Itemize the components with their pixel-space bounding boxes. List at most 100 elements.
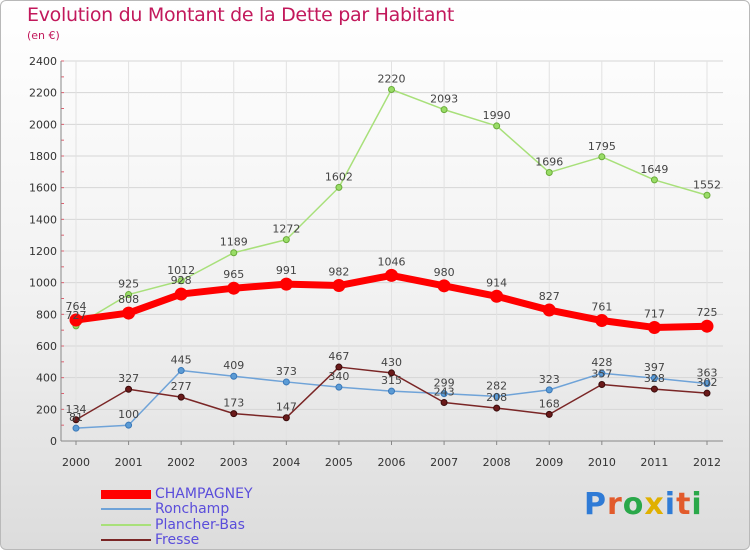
data-point: [125, 385, 133, 393]
x-tick-label: 2011: [640, 456, 668, 469]
data-label: 1990: [483, 109, 511, 122]
data-point: [598, 369, 606, 377]
y-tick-label: 1200: [29, 245, 57, 258]
data-point: [69, 313, 83, 327]
data-label: 428: [591, 356, 612, 369]
logo-letter: x: [644, 487, 665, 522]
data-label: 1795: [588, 140, 616, 153]
data-point: [703, 380, 711, 388]
legend-label: Fresse: [155, 532, 200, 548]
logo-letter: P: [584, 487, 607, 522]
data-label: 725: [697, 306, 718, 319]
data-label: 1602: [325, 170, 353, 183]
data-point: [595, 314, 609, 328]
x-tick-label: 2012: [693, 456, 721, 469]
data-label: 1272: [272, 223, 300, 236]
x-tick-label: 2004: [272, 456, 300, 469]
data-point: [700, 319, 714, 333]
data-label: 1696: [535, 155, 563, 168]
data-point: [545, 386, 553, 394]
data-point: [542, 303, 556, 317]
x-tick-label: 2000: [62, 456, 90, 469]
data-label: 315: [381, 374, 402, 387]
y-tick-label: 1000: [29, 277, 57, 290]
data-point: [230, 249, 238, 257]
chart-subtitle: (en €): [27, 29, 60, 42]
data-label: 827: [539, 290, 560, 303]
data-point: [174, 287, 188, 301]
data-point: [703, 389, 711, 397]
data-point: [437, 279, 451, 293]
data-point: [440, 106, 448, 114]
y-tick-label: 1400: [29, 213, 57, 226]
x-tick-label: 2006: [378, 456, 406, 469]
data-point: [493, 392, 501, 400]
data-label: 363: [697, 367, 718, 380]
data-label: 925: [118, 278, 139, 291]
x-tick-label: 2007: [430, 456, 458, 469]
x-tick-label: 2001: [115, 456, 143, 469]
data-point: [279, 277, 293, 291]
data-label: 2093: [430, 93, 458, 106]
logo-letter: i: [664, 487, 677, 522]
data-label: 208: [486, 391, 507, 404]
data-label: 761: [591, 301, 612, 314]
data-label: 445: [171, 354, 192, 367]
data-label: 357: [591, 367, 612, 380]
data-point: [335, 383, 343, 391]
data-point: [282, 236, 290, 244]
data-point: [122, 306, 136, 320]
data-point: [598, 380, 606, 388]
data-point: [388, 86, 395, 93]
data-point: [545, 168, 553, 176]
x-tick-label: 2003: [220, 456, 248, 469]
data-point: [385, 268, 398, 282]
data-point: [650, 176, 658, 184]
data-label: 327: [118, 372, 139, 385]
data-point: [230, 410, 238, 418]
data-label: 168: [539, 397, 560, 410]
data-label: 277: [171, 380, 192, 393]
data-label: 282: [486, 379, 507, 392]
data-point: [545, 410, 553, 418]
data-label: 717: [644, 307, 665, 320]
logo-letter: o: [622, 487, 645, 522]
data-point: [493, 122, 501, 130]
data-label: 1552: [693, 178, 721, 191]
data-label: 430: [381, 356, 402, 369]
data-label: 173: [223, 397, 244, 410]
legend-swatch: [101, 539, 151, 541]
data-label: 727: [66, 309, 87, 322]
data-label: 1046: [378, 255, 406, 268]
y-tick-label: 2000: [29, 118, 57, 131]
data-label: 299: [434, 377, 455, 390]
legend-label: Plancher-Bas: [155, 517, 245, 533]
data-point: [598, 153, 606, 161]
proxiti-logo: Proxiti: [584, 487, 703, 522]
legend-swatch: [101, 508, 151, 510]
data-label: 1189: [220, 236, 248, 249]
data-label: 991: [276, 264, 297, 277]
data-point: [125, 421, 133, 429]
data-label: 928: [171, 274, 192, 287]
x-tick-label: 2005: [325, 456, 353, 469]
data-point: [388, 387, 395, 395]
legend-swatch: [101, 524, 151, 526]
data-label: 100: [118, 408, 139, 421]
y-tick-label: 2200: [29, 87, 57, 100]
data-point: [230, 372, 238, 380]
y-tick-label: 800: [36, 308, 57, 321]
data-point: [282, 414, 290, 422]
y-tick-label: 200: [36, 403, 57, 416]
data-point: [490, 289, 504, 303]
data-point: [72, 424, 80, 432]
y-tick-label: 2400: [29, 55, 57, 68]
data-point: [125, 291, 133, 299]
data-point: [388, 369, 395, 377]
data-label: 965: [223, 268, 244, 281]
legend-label: Ronchamp: [155, 501, 230, 517]
data-point: [72, 416, 80, 424]
x-tick-label: 2010: [588, 456, 616, 469]
y-tick-label: 0: [50, 435, 57, 448]
y-tick-label: 1600: [29, 182, 57, 195]
